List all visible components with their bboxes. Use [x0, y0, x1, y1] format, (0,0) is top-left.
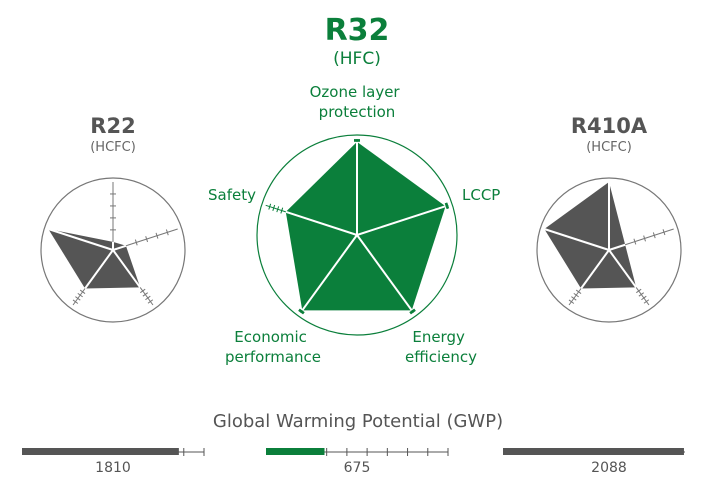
- radar-tick-r32: [280, 207, 284, 214]
- axis-label-energy: Energy efficiency: [405, 328, 477, 366]
- gwp-title: Global Warming Potential (GWP): [213, 411, 503, 432]
- gwp-bar-group: 1810 675 2088: [22, 448, 685, 476]
- radar-tick-r22: [145, 295, 151, 301]
- radar-tick-r32: [272, 204, 276, 211]
- gwp-bar-r22: [22, 448, 179, 455]
- radar-tick-r32: [445, 202, 449, 209]
- radar-spoke-r32: [301, 234, 358, 311]
- gwp-value-r32: 675: [344, 460, 371, 476]
- radar-tick-r22: [147, 299, 154, 304]
- axis-label-safety: Safety: [208, 186, 256, 204]
- axis-label-economic: Economic performance: [225, 328, 321, 366]
- radar-tick-r32: [410, 309, 416, 314]
- radar-tick-r32: [446, 202, 450, 209]
- radar-tick-r22: [165, 229, 169, 236]
- radar-tick-r410a: [638, 292, 645, 297]
- radar-tick-r32: [276, 206, 280, 213]
- radar-ring-r410a: [536, 177, 682, 323]
- radar-chart-r410a: [536, 177, 682, 323]
- radar-tick-r32: [409, 308, 415, 313]
- radar-tick-r32: [445, 202, 449, 209]
- right-title: R410A: [571, 114, 648, 138]
- left-title: R22: [90, 114, 135, 138]
- radar-spoke-r32: [285, 210, 358, 236]
- radar-axis-r32: [265, 204, 286, 213]
- radar-tick-r410a: [575, 289, 582, 294]
- radar-spoke-r22: [112, 244, 127, 251]
- radar-tick-r410a: [571, 296, 577, 301]
- radar-tick-r410a: [633, 238, 637, 245]
- radar-tick-r22: [142, 292, 149, 297]
- radar-spoke-r410a: [580, 249, 610, 290]
- radar-spoke-r32: [356, 205, 446, 236]
- radar-tick-r22: [145, 236, 149, 243]
- radar-spoke-r410a: [608, 249, 637, 288]
- radar-spoke-r410a: [608, 243, 626, 251]
- radar-axis-r410a: [635, 287, 650, 306]
- radar-axis-r22: [125, 228, 178, 247]
- radar-spoke-r22: [48, 228, 114, 251]
- radar-tick-r32: [299, 308, 305, 313]
- radar-tick-r410a: [573, 292, 579, 298]
- radar-axis-r22: [139, 287, 154, 306]
- radar-spoke-r32: [356, 234, 413, 311]
- radar-tick-r32: [409, 309, 416, 314]
- gwp-value-r22: 1810: [95, 460, 131, 476]
- radar-tick-r410a: [641, 295, 647, 301]
- radar-tick-r410a: [636, 288, 642, 294]
- left-subtitle: (HCFC): [90, 140, 136, 155]
- radar-tick-r22: [75, 296, 81, 301]
- radar-area-r32: [285, 141, 446, 311]
- gwp-bar-r410a: [503, 448, 684, 455]
- gwp-bar-r32: [266, 448, 325, 455]
- radar-tick-r22: [79, 289, 86, 294]
- axis-label-lccp: LCCP: [462, 186, 500, 204]
- radar-spoke-r22: [84, 249, 114, 290]
- radar-tick-r22: [77, 292, 83, 298]
- radar-spoke-r22: [112, 249, 141, 288]
- center-title: R32: [325, 13, 390, 48]
- radar-tick-r22: [155, 232, 159, 239]
- radar-tick-r32: [298, 310, 304, 315]
- axis-label-ozone: Ozone layer protection: [310, 83, 405, 121]
- right-subtitle: (HCFC): [586, 140, 632, 155]
- radar-tick-r32: [298, 309, 304, 314]
- radar-ring-r22: [40, 177, 186, 323]
- center-subtitle: (HFC): [333, 49, 381, 69]
- radar-tick-r32: [268, 203, 272, 210]
- radar-axis-r410a: [625, 228, 674, 246]
- radar-tick-r410a: [652, 232, 656, 239]
- radar-tick-r22: [134, 239, 138, 246]
- radar-area-r410a: [544, 182, 637, 289]
- radar-ring-r32: [256, 134, 458, 336]
- radar-axis-r410a: [568, 288, 582, 306]
- radar-spoke-r410a: [544, 228, 610, 251]
- radar-tick-r22: [140, 288, 146, 294]
- radar-tick-r410a: [643, 235, 646, 242]
- radar-tick-r32: [298, 309, 305, 314]
- gwp-value-r410a: 2088: [591, 460, 627, 476]
- radar-area-r22: [48, 228, 141, 289]
- radar-tick-r410a: [662, 229, 666, 236]
- radar-tick-r410a: [643, 299, 650, 304]
- radar-chart-r32: [256, 134, 458, 336]
- radar-tick-r32: [410, 310, 416, 315]
- radar-chart-r22: [40, 177, 186, 323]
- radar-tick-r22: [72, 299, 79, 304]
- radar-tick-r32: [444, 203, 448, 210]
- radar-tick-r410a: [568, 299, 575, 304]
- radar-axis-r22: [72, 288, 86, 306]
